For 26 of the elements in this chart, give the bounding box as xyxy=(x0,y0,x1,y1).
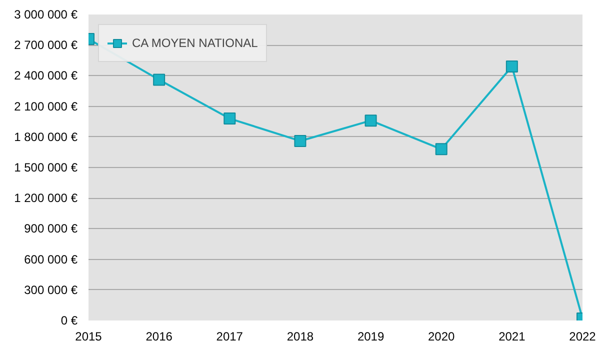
point xyxy=(153,74,166,86)
y-tick-label: 1 500 000 € xyxy=(14,160,78,174)
y-tick-label: 2 700 000 € xyxy=(14,38,78,52)
y-tick-label: 900 000 € xyxy=(24,222,78,236)
y-tick-label: 300 000 € xyxy=(24,282,78,297)
x-tick-label: 2019 xyxy=(357,330,384,344)
x-tick-label: 2016 xyxy=(146,330,173,344)
y-tick-label: 2 100 000 € xyxy=(14,99,78,114)
x-tick-label: 2020 xyxy=(428,330,456,344)
x-tick-label: 2021 xyxy=(498,330,526,344)
point xyxy=(506,60,518,73)
y-tick-label: 1 800 000 € xyxy=(14,130,78,144)
y-tick-label: 0 € xyxy=(60,314,78,328)
y-tick-label: 600 000 € xyxy=(24,252,78,266)
point xyxy=(364,114,377,127)
legend-label: CA MOYEN NATIONAL xyxy=(132,36,258,50)
y-tick-label: 2 400 000 € xyxy=(14,68,78,83)
point xyxy=(435,143,448,156)
x-tick-label: 2022 xyxy=(569,330,596,344)
point xyxy=(294,134,306,147)
y-tick-label: 3 000 000 € xyxy=(14,8,78,22)
x-tick-label: 2015 xyxy=(75,330,102,344)
x-tick-label: 2017 xyxy=(216,330,244,344)
point xyxy=(224,112,236,125)
x-tick-label: 2018 xyxy=(286,330,314,344)
y-tick-label: 1 200 000 € xyxy=(14,191,78,206)
